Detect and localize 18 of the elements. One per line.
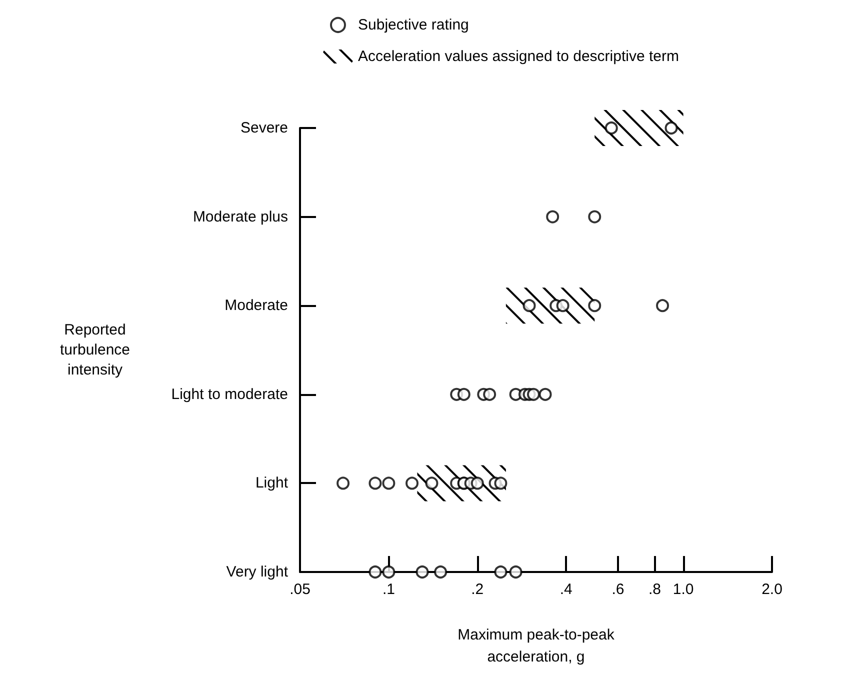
legend-label: Acceleration values assigned to descriptive term	[358, 48, 679, 65]
y-tick-label: Light	[255, 474, 289, 492]
x-tick-label: .6	[612, 581, 624, 598]
x-tick-label: 2.0	[762, 581, 782, 598]
x-tick-label: 1.0	[672, 581, 694, 598]
y-axis-title: Reported turbulence intensity	[60, 322, 130, 378]
y-tick-label: Moderate	[224, 297, 288, 314]
x-tick-label: .4	[560, 581, 572, 598]
y-tick-label: Moderate plus	[192, 208, 288, 226]
x-tick-label: .2	[471, 581, 484, 598]
x-axis-title: Maximum peak-to-peak acceleration, g	[458, 626, 615, 666]
y-tick-label: Light to moderate	[171, 386, 288, 403]
x-tick-label: .8	[648, 581, 662, 598]
legend-label: Subjective rating	[358, 16, 469, 34]
x-tick-label: .1	[382, 581, 395, 598]
x-tick-label: .05	[290, 581, 310, 598]
y-tick-label: Very light	[226, 564, 289, 580]
y-tick-label: Severe	[240, 120, 288, 136]
